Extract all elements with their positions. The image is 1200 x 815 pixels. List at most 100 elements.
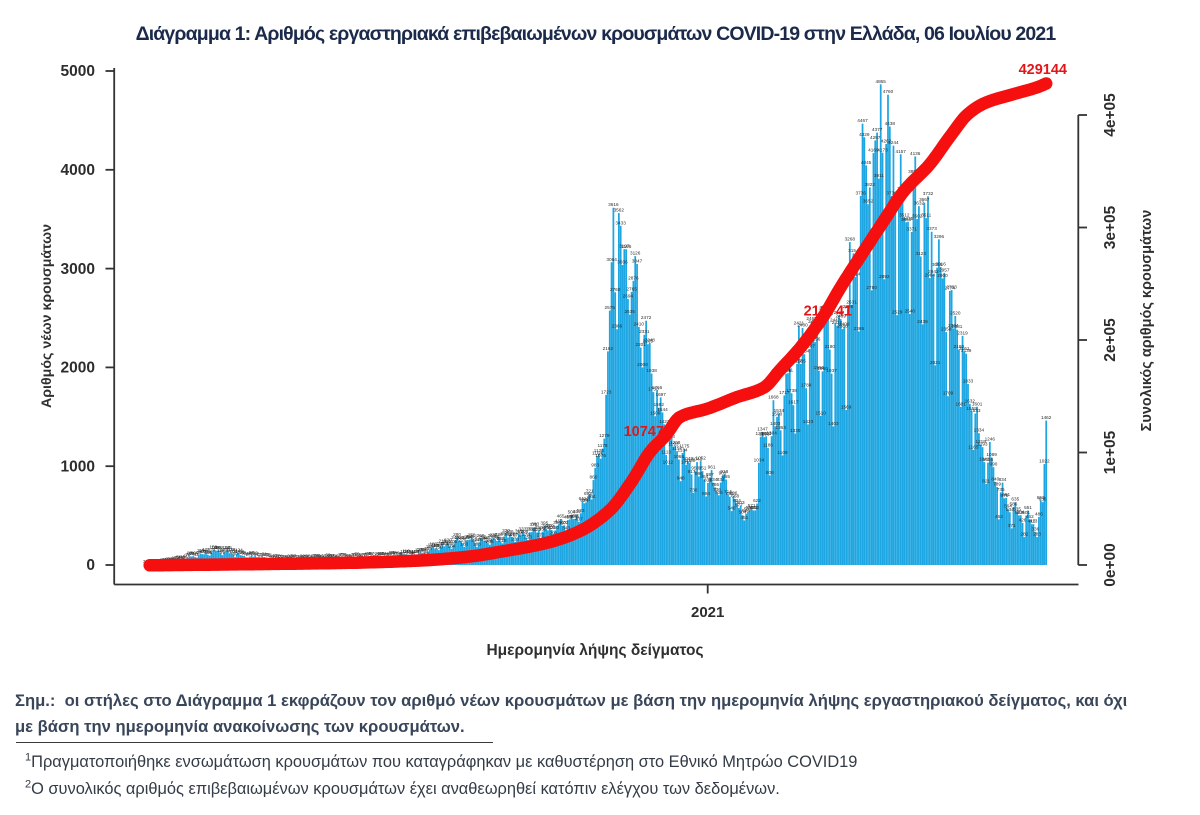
svg-text:1e+05: 1e+05 (1102, 430, 1119, 474)
svg-text:378: 378 (529, 522, 537, 527)
svg-text:3009: 3009 (932, 262, 943, 267)
svg-text:789: 789 (993, 482, 1001, 487)
svg-text:70: 70 (338, 553, 344, 558)
svg-text:504: 504 (739, 510, 747, 515)
svg-text:124: 124 (235, 547, 243, 552)
svg-text:622: 622 (753, 498, 761, 503)
svg-text:1068: 1068 (674, 454, 685, 459)
svg-text:1178: 1178 (597, 443, 607, 448)
svg-text:848: 848 (677, 476, 685, 481)
svg-text:258: 258 (466, 534, 474, 539)
svg-text:104: 104 (411, 549, 419, 554)
svg-text:244: 244 (457, 535, 465, 540)
svg-text:1041: 1041 (979, 457, 990, 462)
svg-text:3047: 3047 (632, 259, 643, 264)
svg-text:119: 119 (226, 548, 234, 553)
svg-text:537: 537 (744, 506, 752, 511)
svg-text:1938: 1938 (646, 368, 657, 373)
svg-text:4329: 4329 (859, 132, 870, 137)
svg-text:736: 736 (713, 487, 721, 492)
svg-text:2774: 2774 (945, 286, 956, 291)
svg-text:2358: 2358 (941, 327, 952, 332)
svg-text:552: 552 (751, 505, 759, 510)
svg-text:46: 46 (178, 555, 184, 560)
svg-text:1534: 1534 (774, 408, 785, 413)
svg-text:3512: 3512 (899, 213, 910, 218)
svg-text:462: 462 (1026, 514, 1034, 519)
svg-text:95: 95 (240, 550, 246, 555)
svg-text:4297: 4297 (870, 135, 881, 140)
svg-text:2465: 2465 (806, 316, 817, 321)
svg-text:917: 917 (688, 469, 696, 474)
svg-text:63: 63 (291, 553, 297, 558)
svg-text:840: 840 (991, 477, 999, 482)
svg-text:261: 261 (469, 534, 477, 539)
svg-text:77: 77 (245, 552, 251, 557)
svg-text:56: 56 (298, 554, 304, 559)
svg-text:249: 249 (462, 535, 470, 540)
svg-text:664: 664 (588, 494, 596, 499)
svg-text:343: 343 (562, 526, 570, 531)
svg-text:76: 76 (351, 552, 357, 557)
svg-text:75: 75 (398, 552, 404, 557)
svg-text:116: 116 (197, 548, 205, 553)
svg-text:56: 56 (332, 554, 338, 559)
svg-text:2520: 2520 (950, 311, 961, 316)
svg-text:398: 398 (553, 520, 561, 525)
svg-text:3911: 3911 (874, 173, 884, 178)
svg-text:1279: 1279 (599, 433, 610, 438)
svg-text:123: 123 (415, 547, 423, 552)
svg-text:546: 546 (728, 506, 736, 511)
svg-text:3e+05: 3e+05 (1102, 205, 1119, 249)
svg-text:114: 114 (233, 548, 241, 553)
svg-text:1134: 1134 (677, 448, 687, 453)
svg-text:3616: 3616 (608, 202, 619, 207)
svg-text:1293: 1293 (759, 432, 770, 437)
svg-text:336: 336 (539, 526, 547, 531)
svg-text:282: 282 (1020, 532, 1028, 537)
svg-text:189: 189 (446, 541, 454, 546)
svg-text:2892: 2892 (879, 274, 890, 279)
svg-text:1165: 1165 (968, 444, 978, 449)
svg-text:1833: 1833 (963, 378, 974, 383)
svg-text:68: 68 (312, 553, 318, 558)
svg-text:280: 280 (495, 532, 503, 537)
svg-text:502: 502 (1015, 510, 1023, 515)
svg-text:291: 291 (549, 531, 557, 536)
svg-text:2187: 2187 (805, 343, 816, 348)
svg-text:413: 413 (1029, 519, 1037, 524)
svg-text:244: 244 (482, 535, 490, 540)
svg-text:4136: 4136 (910, 151, 921, 156)
svg-text:821: 821 (982, 478, 990, 483)
svg-text:350: 350 (535, 525, 543, 530)
svg-text:Διάγραμμα 1: Αριθμός εργαστηρι: Διάγραμμα 1: Αριθμός εργαστηριακά επιβεβ… (136, 23, 1057, 45)
svg-text:69: 69 (356, 553, 362, 558)
svg-text:67: 67 (336, 553, 342, 558)
svg-text:72: 72 (371, 552, 377, 557)
svg-text:84: 84 (365, 551, 371, 556)
svg-text:990: 990 (989, 462, 997, 467)
svg-text:2201: 2201 (635, 342, 646, 347)
svg-text:1104: 1104 (592, 451, 602, 456)
svg-text:106: 106 (229, 549, 237, 554)
svg-text:371: 371 (1008, 523, 1016, 528)
svg-text:51: 51 (280, 554, 286, 559)
svg-text:4169: 4169 (868, 148, 879, 153)
svg-text:1717: 1717 (779, 390, 790, 395)
svg-text:1500: 1500 (772, 411, 783, 416)
svg-text:1723: 1723 (601, 389, 612, 394)
svg-text:105: 105 (404, 549, 412, 554)
svg-text:4760: 4760 (883, 89, 894, 94)
svg-text:653: 653 (1037, 495, 1045, 500)
svg-text:1601: 1601 (972, 401, 983, 406)
svg-text:45: 45 (174, 555, 180, 560)
svg-text:350: 350 (551, 525, 559, 530)
svg-text:2180: 2180 (954, 344, 965, 349)
svg-text:80: 80 (232, 552, 238, 557)
svg-text:1089: 1089 (986, 452, 997, 457)
svg-text:3064: 3064 (606, 257, 617, 262)
svg-text:244: 244 (493, 535, 501, 540)
svg-text:2904: 2904 (925, 273, 936, 278)
svg-text:603: 603 (737, 500, 745, 505)
svg-text:1533: 1533 (970, 408, 981, 413)
